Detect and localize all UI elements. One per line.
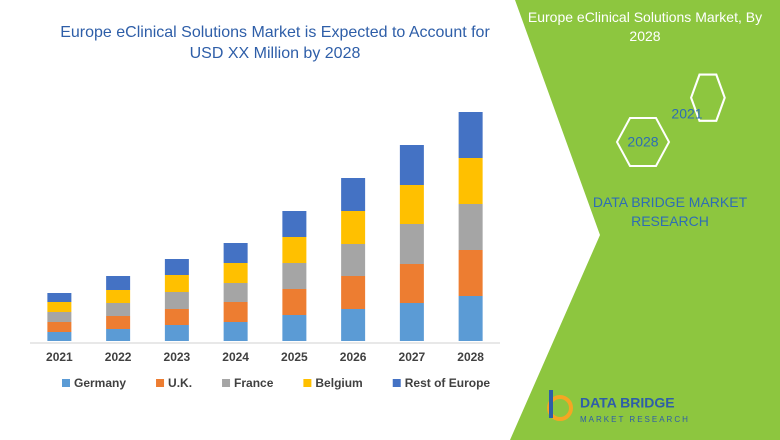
x-tick-label: 2021: [46, 350, 73, 364]
bar: [106, 316, 131, 329]
bar: [164, 325, 189, 341]
bar: [223, 243, 248, 263]
bar: [47, 293, 72, 302]
bar: [47, 312, 72, 322]
bar: [164, 259, 189, 275]
bar: [223, 322, 248, 341]
bar: [399, 264, 424, 303]
legend-label: Germany: [74, 376, 126, 390]
legend-swatch: [303, 379, 312, 387]
bar: [282, 315, 307, 341]
legend-label: U.K.: [168, 376, 192, 390]
side-title: Europe eClinical Solutions Market, By 20…: [527, 9, 763, 44]
bar: [47, 332, 72, 341]
bar: [341, 309, 366, 341]
bar: [164, 309, 189, 325]
legend-swatch: [62, 379, 70, 387]
x-tick-label: 2026: [340, 350, 367, 364]
bar: [47, 322, 72, 332]
x-tick-label: 2027: [399, 350, 426, 364]
bar: [341, 244, 366, 276]
x-tick-label: 2025: [281, 350, 308, 364]
legend-swatch: [222, 379, 231, 387]
brand-text: DATA BRIDGE MARKET RESEARCH: [592, 194, 748, 229]
hexagon-label: 2028: [627, 134, 658, 150]
side-panel-bg: [510, 0, 780, 440]
bar: [282, 263, 307, 289]
hexagon: [689, 73, 726, 122]
logo-tagline: MARKET RESEARCH: [580, 415, 690, 424]
bar: [106, 303, 131, 316]
bar: [223, 283, 248, 302]
bar: [399, 185, 424, 224]
bar: [458, 112, 483, 158]
bar: [47, 302, 72, 312]
bar: [458, 250, 483, 296]
x-tick-label: 2023: [164, 350, 191, 364]
bar: [458, 296, 483, 341]
bar: [164, 292, 189, 309]
legend-label: France: [234, 376, 274, 390]
bar: [106, 329, 131, 341]
hexagon: [615, 117, 671, 167]
bar: [164, 275, 189, 292]
legend-swatch: [392, 379, 401, 387]
legend-swatch: [156, 379, 165, 387]
logo: DATA BRIDGE MARKET RESEARCH: [547, 390, 690, 424]
bar: [282, 289, 307, 315]
logo-name: DATA BRIDGE: [580, 395, 675, 411]
legend-label: Rest of Europe: [405, 376, 491, 390]
x-tick-label: 2022: [105, 350, 132, 364]
bar: [458, 204, 483, 250]
bar: [399, 145, 424, 185]
bar: [282, 237, 307, 263]
x-tick-label: 2028: [457, 350, 484, 364]
bar: [282, 211, 307, 237]
bar: [341, 211, 366, 244]
bar: [341, 178, 366, 211]
bar: [341, 276, 366, 309]
bar: [223, 263, 248, 283]
hexagon-label: 2021: [671, 106, 702, 122]
logo-mark: [549, 390, 553, 418]
bar: [399, 224, 424, 264]
bar: [106, 290, 131, 303]
legend-label: Belgium: [315, 376, 362, 390]
chart-title: Europe eClinical Solutions Market is Exp…: [60, 24, 490, 62]
bar: [399, 303, 424, 341]
x-tick-label: 2024: [222, 350, 249, 364]
bar: [458, 158, 483, 204]
bar: [223, 302, 248, 322]
bar: [106, 276, 131, 290]
